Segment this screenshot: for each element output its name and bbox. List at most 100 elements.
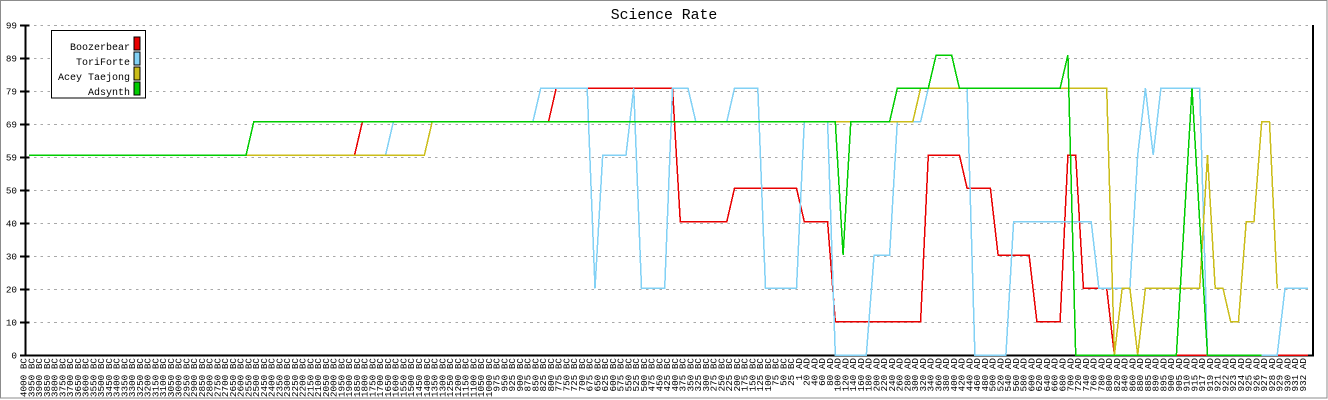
svg-text:125 BC: 125 BC [755, 358, 766, 392]
svg-text:575 BC: 575 BC [616, 358, 627, 392]
svg-text:2350 BC: 2350 BC [274, 358, 285, 397]
svg-text:400 AD: 400 AD [949, 358, 960, 392]
svg-text:1800 BC: 1800 BC [360, 358, 371, 397]
svg-text:3150 BC: 3150 BC [150, 358, 161, 397]
svg-text:460 AD: 460 AD [972, 358, 983, 392]
svg-text:3650 BC: 3650 BC [73, 358, 84, 397]
svg-text:3950 BC: 3950 BC [26, 358, 37, 397]
svg-text:475 BC: 475 BC [647, 358, 658, 392]
svg-text:775 BC: 775 BC [554, 358, 565, 392]
svg-text:1 AD: 1 AD [794, 358, 805, 381]
svg-text:3350 BC: 3350 BC [119, 358, 130, 397]
svg-text:915 AD: 915 AD [1189, 358, 1200, 392]
svg-text:180 AD: 180 AD [864, 358, 875, 392]
svg-text:2700 BC: 2700 BC [220, 358, 231, 397]
svg-text:1500 BC: 1500 BC [406, 358, 417, 397]
svg-text:2650 BC: 2650 BC [228, 358, 239, 397]
svg-text:69: 69 [6, 120, 17, 131]
svg-text:2550 BC: 2550 BC [243, 358, 254, 397]
svg-text:3750 BC: 3750 BC [57, 358, 68, 397]
svg-text:931 AD: 931 AD [1290, 358, 1301, 392]
svg-text:800 BC: 800 BC [546, 358, 557, 392]
svg-text:325 BC: 325 BC [693, 358, 704, 392]
svg-text:400 BC: 400 BC [670, 358, 681, 392]
svg-text:2600 BC: 2600 BC [236, 358, 247, 397]
svg-text:300 BC: 300 BC [701, 358, 712, 392]
svg-text:350 BC: 350 BC [685, 358, 696, 392]
svg-text:2400 BC: 2400 BC [267, 358, 278, 397]
svg-text:375 BC: 375 BC [678, 358, 689, 392]
svg-text:425 BC: 425 BC [662, 358, 673, 392]
svg-text:905 AD: 905 AD [1174, 358, 1185, 392]
svg-text:450 BC: 450 BC [654, 358, 665, 392]
svg-text:Acey Taejong: Acey Taejong [58, 72, 130, 84]
svg-text:860 AD: 860 AD [1127, 358, 1138, 392]
svg-text:50 BC: 50 BC [778, 358, 789, 386]
svg-text:900 BC: 900 BC [515, 358, 526, 392]
svg-text:100 BC: 100 BC [763, 358, 774, 392]
svg-text:1650 BC: 1650 BC [383, 358, 394, 397]
svg-text:3400 BC: 3400 BC [112, 358, 123, 397]
svg-text:885 AD: 885 AD [1143, 358, 1154, 392]
svg-text:360 AD: 360 AD [934, 358, 945, 392]
svg-text:1150 BC: 1150 BC [461, 358, 472, 397]
svg-text:820 AD: 820 AD [1112, 358, 1123, 392]
svg-text:580 AD: 580 AD [1019, 358, 1030, 392]
svg-text:3850 BC: 3850 BC [42, 358, 53, 397]
svg-text:99: 99 [6, 21, 17, 32]
svg-text:4000 BC: 4000 BC [19, 358, 30, 397]
svg-text:760 AD: 760 AD [1089, 358, 1100, 392]
svg-text:2900 BC: 2900 BC [189, 358, 200, 397]
svg-text:1550 BC: 1550 BC [399, 358, 410, 397]
svg-text:60 AD: 60 AD [817, 358, 828, 386]
svg-text:850 BC: 850 BC [530, 358, 541, 392]
svg-text:10: 10 [6, 318, 17, 329]
svg-text:1950 BC: 1950 BC [337, 358, 348, 397]
svg-text:160 AD: 160 AD [856, 358, 867, 392]
svg-text:700 AD: 700 AD [1065, 358, 1076, 392]
svg-text:3500 BC: 3500 BC [96, 358, 107, 397]
svg-text:3100 BC: 3100 BC [158, 358, 169, 397]
svg-text:59: 59 [6, 153, 17, 164]
svg-text:1050 BC: 1050 BC [476, 358, 487, 397]
svg-text:650 BC: 650 BC [592, 358, 603, 392]
svg-text:525 BC: 525 BC [631, 358, 642, 392]
svg-text:740 AD: 740 AD [1081, 358, 1092, 392]
svg-text:2050 BC: 2050 BC [321, 358, 332, 397]
svg-text:275 BC: 275 BC [709, 358, 720, 392]
svg-text:520 AD: 520 AD [996, 358, 1007, 392]
svg-text:3550 BC: 3550 BC [88, 358, 99, 397]
svg-text:928 AD: 928 AD [1267, 358, 1278, 392]
svg-text:200 AD: 200 AD [871, 358, 882, 392]
svg-text:220 AD: 220 AD [879, 358, 890, 392]
svg-text:Adsynth: Adsynth [88, 87, 130, 99]
svg-text:300 AD: 300 AD [910, 358, 921, 392]
svg-text:875 BC: 875 BC [523, 358, 534, 392]
svg-text:2100 BC: 2100 BC [313, 358, 324, 397]
svg-text:917 AD: 917 AD [1197, 358, 1208, 392]
svg-text:922 AD: 922 AD [1220, 358, 1231, 392]
svg-text:ToriForte: ToriForte [76, 57, 130, 69]
svg-text:3250 BC: 3250 BC [135, 358, 146, 397]
svg-text:480 AD: 480 AD [980, 358, 991, 392]
svg-text:1300 BC: 1300 BC [437, 358, 448, 397]
svg-text:280 AD: 280 AD [902, 358, 913, 392]
svg-text:895 AD: 895 AD [1158, 358, 1169, 392]
svg-text:900 AD: 900 AD [1166, 358, 1177, 392]
svg-text:440 AD: 440 AD [965, 358, 976, 392]
svg-text:3900 BC: 3900 BC [34, 358, 45, 397]
svg-text:923 AD: 923 AD [1228, 358, 1239, 392]
svg-text:50: 50 [6, 186, 17, 197]
svg-text:3000 BC: 3000 BC [174, 358, 185, 397]
svg-text:925 BC: 925 BC [507, 358, 518, 392]
svg-text:2850 BC: 2850 BC [197, 358, 208, 397]
svg-text:120 AD: 120 AD [840, 358, 851, 392]
svg-text:600 AD: 600 AD [1027, 358, 1038, 392]
svg-text:200 BC: 200 BC [732, 358, 743, 392]
svg-text:2500 BC: 2500 BC [251, 358, 262, 397]
svg-text:380 AD: 380 AD [941, 358, 952, 392]
svg-text:660 AD: 660 AD [1050, 358, 1061, 392]
svg-text:927 AD: 927 AD [1259, 358, 1270, 392]
svg-text:680 AD: 680 AD [1058, 358, 1069, 392]
svg-text:926 AD: 926 AD [1251, 358, 1262, 392]
